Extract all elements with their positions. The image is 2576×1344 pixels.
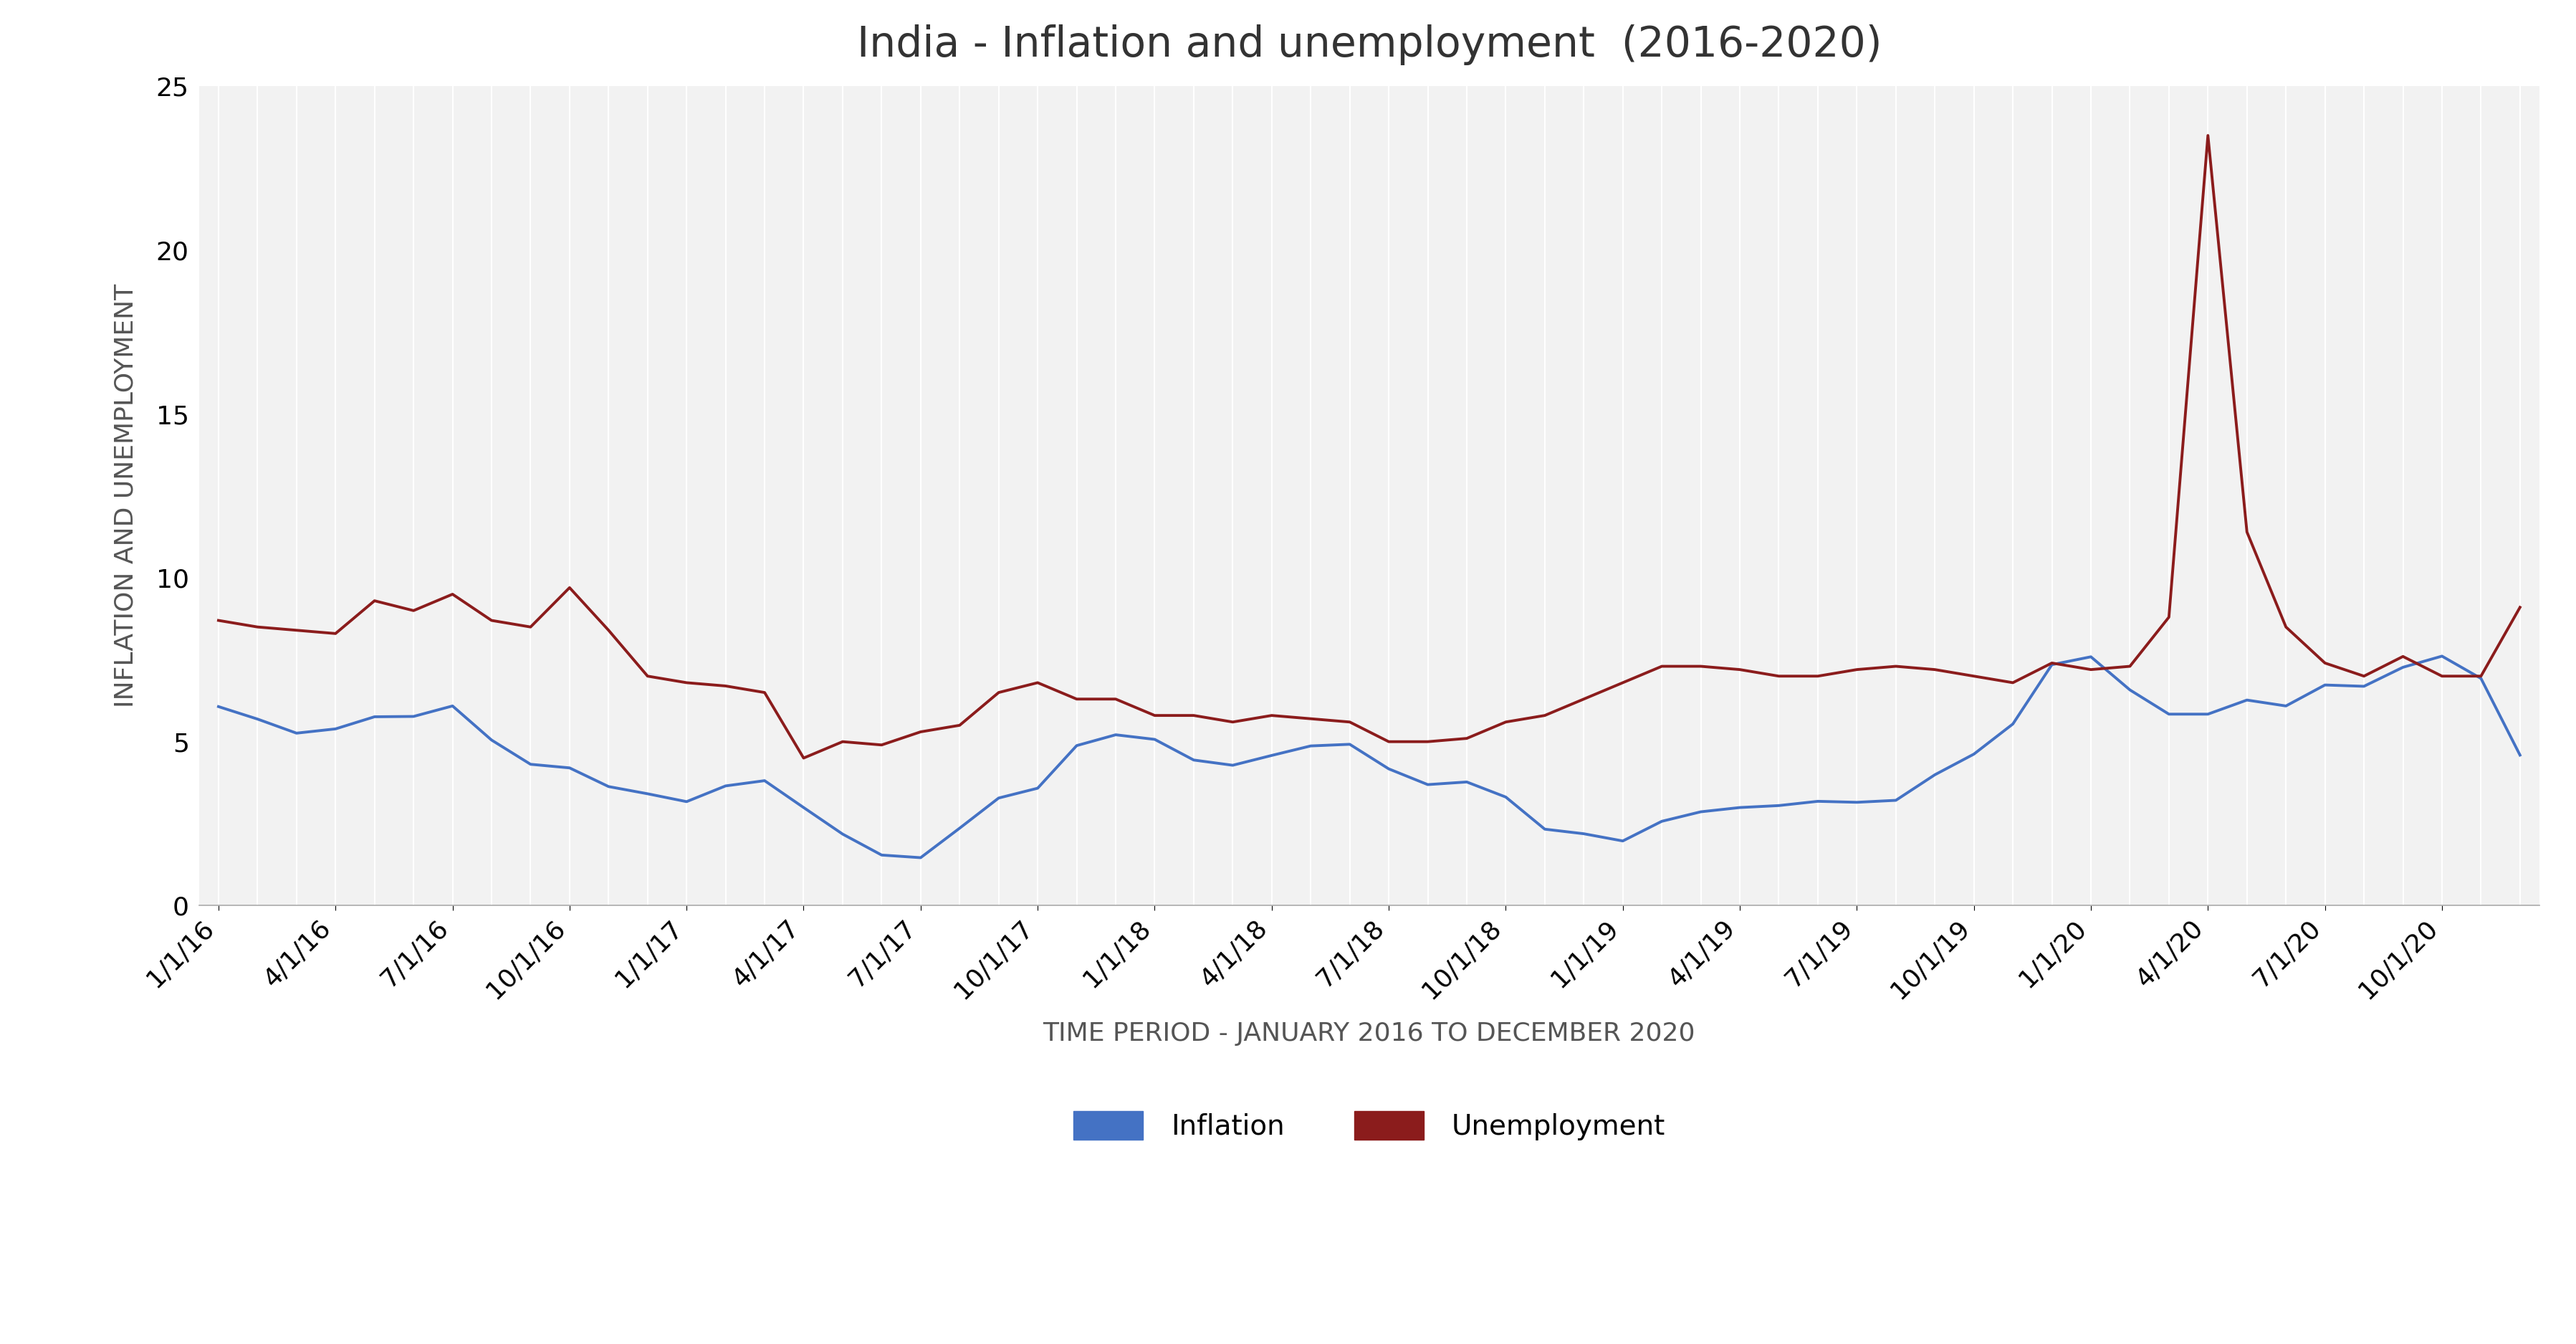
Inflation	[904, 849, 935, 866]
Inflation	[1685, 804, 1716, 820]
Unemployment	[788, 750, 819, 766]
Inflation	[1023, 780, 1054, 796]
Unemployment	[904, 724, 935, 741]
Inflation	[2504, 747, 2535, 763]
Unemployment	[1023, 675, 1054, 691]
Inflation	[788, 800, 819, 816]
Inflation	[984, 790, 1015, 806]
Line: Inflation: Inflation	[219, 656, 2519, 857]
Unemployment	[1685, 659, 1716, 675]
Unemployment	[2504, 599, 2535, 616]
Inflation	[2427, 648, 2458, 664]
Unemployment	[984, 684, 1015, 700]
Inflation	[592, 778, 623, 794]
Unemployment	[827, 734, 858, 750]
Unemployment	[2192, 128, 2223, 144]
Y-axis label: INFLATION AND UNEMPLOYMENT: INFLATION AND UNEMPLOYMENT	[113, 284, 139, 708]
Inflation	[204, 699, 234, 715]
Title: India - Inflation and unemployment  (2016-2020): India - Inflation and unemployment (2016…	[858, 24, 1880, 65]
X-axis label: TIME PERIOD - JANUARY 2016 TO DECEMBER 2020: TIME PERIOD - JANUARY 2016 TO DECEMBER 2…	[1043, 1021, 1695, 1046]
Unemployment	[204, 613, 234, 629]
Line: Unemployment: Unemployment	[219, 136, 2519, 758]
Inflation	[866, 847, 896, 863]
Unemployment	[592, 622, 623, 638]
Legend: Inflation, Unemployment: Inflation, Unemployment	[1061, 1099, 1677, 1152]
